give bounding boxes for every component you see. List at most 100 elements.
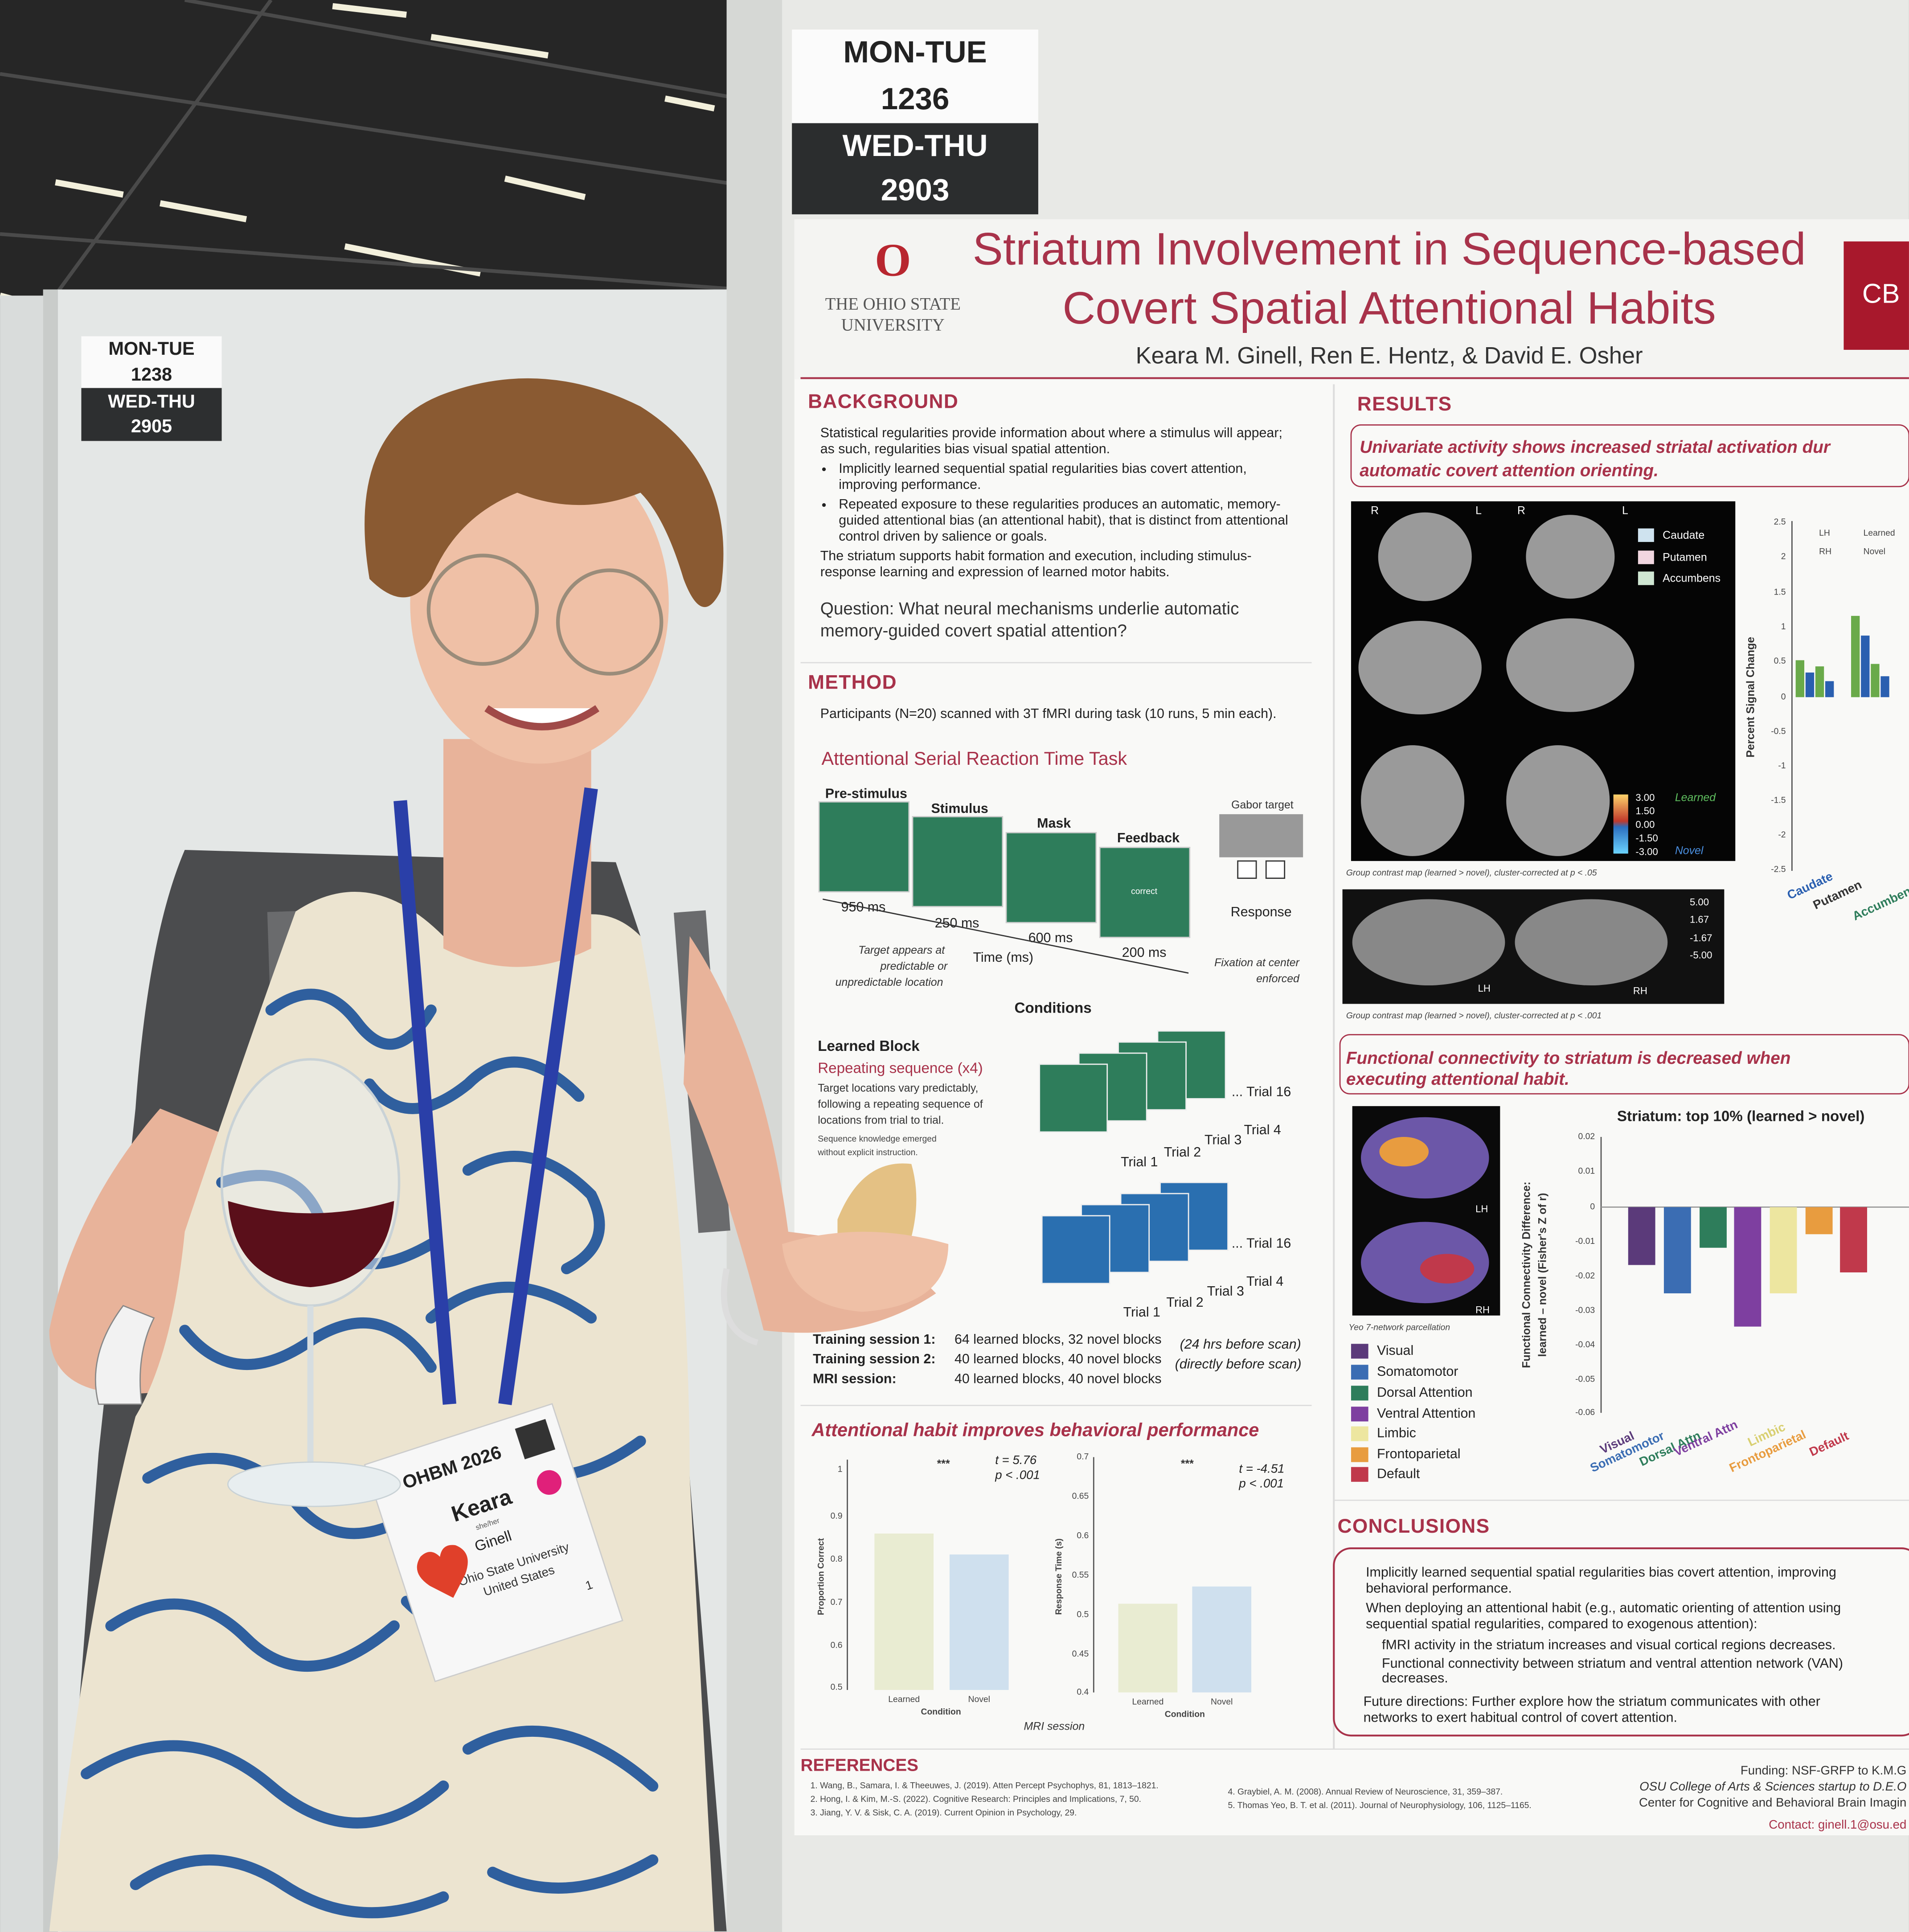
legend-label: Ventral Attention <box>1377 1406 1475 1421</box>
legend-label: Novel <box>1864 546 1885 556</box>
tick-label: 1 <box>838 1464 843 1474</box>
note: unpredictable location <box>836 976 943 989</box>
network-legend <box>1351 1426 1368 1441</box>
section-heading: METHOD <box>808 672 897 693</box>
question: Question: What neural mechanisms underli… <box>820 599 1239 618</box>
glass-base <box>227 1461 401 1507</box>
lab-logo <box>1843 241 1909 350</box>
text: Future directions: Further explore how t… <box>1364 1694 1820 1709</box>
hemi: L <box>1475 505 1482 517</box>
fc-bars <box>1700 1207 1727 1248</box>
legend-label: Somatomotor <box>1377 1364 1458 1379</box>
tick-label: -0.06 <box>1575 1407 1595 1417</box>
tick-label: Learned <box>888 1694 920 1704</box>
psc-bars <box>1795 660 1805 697</box>
tick-label: -2.5 <box>1771 864 1786 874</box>
smile <box>484 705 600 730</box>
network-legend <box>1351 1344 1368 1482</box>
fc-bars <box>1840 1207 1867 1272</box>
sign-text: MON-TUE <box>843 34 987 69</box>
institution: THE OHIO STATE <box>825 295 961 313</box>
neck <box>443 739 591 967</box>
stat: p < .001 <box>1238 1477 1284 1490</box>
reference: 4. Graybiel, A. M. (2008). Annual Review… <box>1228 1787 1503 1797</box>
brain-slices <box>1378 512 1472 601</box>
caption: Yeo 7-network parcellation <box>1348 1322 1450 1332</box>
note: enforced <box>1256 972 1300 985</box>
note: Target appears at <box>858 944 945 956</box>
ceiling-beams <box>184 0 740 101</box>
text: Implicitly learned sequential spatial re… <box>1366 1564 1836 1579</box>
section-heading: BACKGROUND <box>808 390 959 412</box>
text: Statistical regularities provide informa… <box>820 425 1282 440</box>
poster-title: Striatum Involvement in Sequence-based <box>973 223 1806 275</box>
ceiling-beams <box>35 0 273 322</box>
section-heading: RESULTS <box>1357 393 1452 415</box>
fc-bars <box>1628 1207 1867 1327</box>
stat: t = -4.51 <box>1239 1461 1284 1475</box>
bar <box>1118 1604 1178 1693</box>
colorbar-label: -1.67 <box>1690 932 1712 943</box>
trial-stack <box>1039 1030 1226 1133</box>
tick-label: 0.01 <box>1578 1166 1595 1176</box>
colorbar-label: 3.00 <box>1635 792 1655 803</box>
trial-stack <box>1039 1063 1108 1133</box>
dress-pattern <box>265 989 437 1050</box>
legend-label: Visual <box>1377 1343 1413 1358</box>
ceiling-lights <box>504 176 586 200</box>
network-legend <box>1351 1365 1368 1380</box>
text: Functional connectivity between striatum… <box>1382 1656 1843 1671</box>
trial-label: Trial 1 <box>1121 1154 1158 1169</box>
board-post <box>726 0 782 1932</box>
lab-logo-text: CB La <box>1862 278 1909 308</box>
colorbar <box>1613 794 1628 854</box>
yeo-surface <box>1379 1136 1429 1167</box>
stars: *** <box>937 1458 950 1470</box>
tick-label: 0.6 <box>1077 1531 1089 1541</box>
ceiling-lights <box>664 95 715 111</box>
ceiling-beams <box>0 232 739 291</box>
axis-label: Functional Connectivity Difference: <box>1520 1181 1533 1368</box>
legend-label: Accumbens <box>1663 572 1721 585</box>
colorbar-label: -1.50 <box>1635 833 1658 844</box>
funding: OSU College of Arts & Sciences startup t… <box>1639 1780 1906 1793</box>
psc-bars <box>1805 673 1815 697</box>
caption: Group contrast map (learned > novel), cl… <box>1346 1011 1602 1021</box>
subheading: executing attentional habit. <box>1346 1070 1569 1089</box>
text: decreases. <box>1382 1670 1448 1686</box>
axis-label: Proportion Correct <box>816 1538 826 1615</box>
text: When deploying an attentional habit (e.g… <box>1366 1600 1841 1616</box>
session: (24 hrs before scan) <box>1180 1337 1301 1352</box>
sign-text: 1238 <box>131 364 172 385</box>
section-heading: REFERENCES <box>801 1756 918 1775</box>
trial-stack <box>1041 1181 1229 1284</box>
bar <box>1192 1586 1252 1693</box>
brain-slices <box>1506 618 1635 712</box>
colorbar-label: 5.00 <box>1690 897 1709 908</box>
note: predictable or <box>880 960 948 972</box>
stat: p < .001 <box>995 1468 1040 1481</box>
session: 64 learned blocks, 32 novel blocks <box>955 1332 1162 1347</box>
legend-swatch <box>1638 528 1654 542</box>
watch <box>94 1304 155 1405</box>
ceiling-lights <box>160 200 247 222</box>
ceiling <box>0 0 764 320</box>
arm <box>683 936 936 1333</box>
dress-pattern <box>487 1854 659 1894</box>
colorbar-label: -5.00 <box>1690 950 1712 961</box>
reference: 5. Thomas Yeo, B. T. et al. (2011). Jour… <box>1228 1801 1532 1810</box>
label: Gabor target <box>1231 799 1294 811</box>
tick-label: 2 <box>1781 551 1786 561</box>
legend-label: Limbic <box>1377 1425 1416 1440</box>
face <box>410 443 669 764</box>
tick-label: -0.03 <box>1575 1305 1595 1315</box>
legend-swatch <box>1638 571 1654 585</box>
tick-label: 0.5 <box>1077 1609 1089 1619</box>
text: fMRI activity in the striatum increases … <box>1382 1637 1836 1652</box>
task-screens <box>912 816 1004 907</box>
task-screens <box>818 801 910 893</box>
task-screens <box>1099 847 1191 938</box>
tick-label: 0.6 <box>831 1641 843 1650</box>
text: Repeated exposure to these regularities … <box>839 496 1281 512</box>
tick-label: -0.5 <box>1771 726 1786 736</box>
